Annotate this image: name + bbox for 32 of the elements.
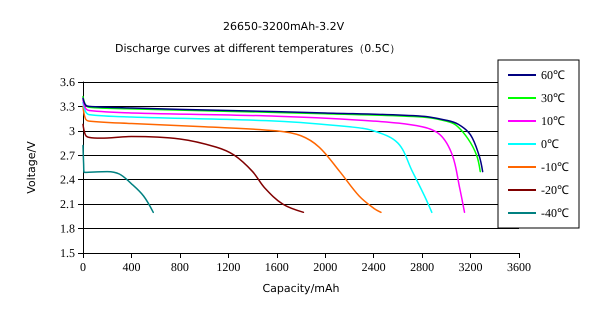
y-axis-title: Voltage/V bbox=[25, 140, 38, 194]
legend-label: -20℃ bbox=[541, 183, 570, 197]
line-series bbox=[82, 106, 382, 214]
y-tick-label: 3.6 bbox=[60, 75, 75, 89]
y-tick-label: 1.8 bbox=[60, 222, 75, 236]
legend-label: -10℃ bbox=[541, 160, 570, 174]
y-tick-label: 2.1 bbox=[60, 197, 75, 212]
legend-label: 60℃ bbox=[541, 68, 566, 82]
x-tick-label: 2000 bbox=[313, 260, 338, 274]
y-tick-label: 1.5 bbox=[60, 246, 75, 260]
x-tick-label: 2800 bbox=[410, 260, 434, 274]
x-tick-label: 1600 bbox=[264, 260, 289, 274]
x-tick-label: 800 bbox=[170, 260, 189, 274]
x-tick-label: 3200 bbox=[458, 260, 483, 274]
x-axis-title: Capacity/mAh bbox=[262, 282, 340, 295]
x-tick-label: 400 bbox=[122, 260, 140, 274]
x-tick-label: 2400 bbox=[362, 260, 386, 274]
chart-subtitle: Discharge curves at different temperatures（0.5C） bbox=[115, 42, 400, 55]
line-series bbox=[82, 124, 304, 214]
y-tick-label: 3 bbox=[69, 124, 75, 138]
y-tick-label: 3.3 bbox=[60, 99, 75, 114]
x-tick-label: 0 bbox=[80, 260, 86, 274]
legend-label: 30℃ bbox=[541, 91, 566, 105]
y-tick-label: 2.7 bbox=[60, 148, 75, 162]
line-series bbox=[82, 144, 154, 214]
legend-label: -40℃ bbox=[541, 206, 570, 220]
legend-label: 0℃ bbox=[541, 137, 560, 151]
x-tick-label: 3600 bbox=[507, 260, 531, 274]
legend-label: 10℃ bbox=[541, 114, 566, 128]
y-tick-label: 2.4 bbox=[60, 172, 75, 187]
x-tick-label: 1200 bbox=[216, 260, 240, 274]
chart-title: 26650-3200mAh-3.2V bbox=[223, 20, 345, 33]
